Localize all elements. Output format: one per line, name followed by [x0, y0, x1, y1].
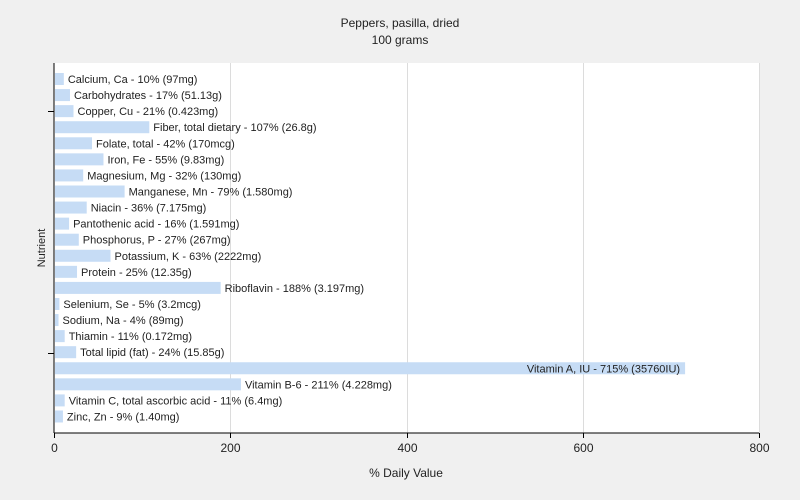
bar-label: Vitamin C, total ascorbic acid - 11% (6.… — [69, 395, 283, 407]
bar-label: Fiber, total dietary - 107% (26.8g) — [153, 122, 316, 134]
bar — [55, 362, 686, 375]
bar — [55, 137, 93, 150]
bar-label: Selenium, Se - 5% (3.2mcg) — [63, 299, 201, 311]
bar-label: Protein - 25% (12.35g) — [81, 267, 192, 279]
bar-label: Zinc, Zn - 9% (1.40mg) — [67, 411, 179, 423]
bar — [55, 153, 104, 166]
chart-title: Peppers, pasilla, dried — [341, 16, 460, 30]
bar — [55, 105, 74, 118]
bar-label: Pantothenic acid - 16% (1.591mg) — [73, 219, 239, 231]
bar-label: Folate, total - 42% (170mcg) — [96, 138, 235, 150]
bar-label: Phosphorus, P - 27% (267mg) — [83, 235, 231, 247]
bar — [55, 233, 79, 246]
y-axis-label: Nutrient — [36, 229, 48, 268]
x-axis-label: % Daily Value — [369, 466, 443, 480]
bar-label: Riboflavin - 188% (3.197mg) — [225, 283, 364, 295]
bar — [55, 121, 150, 134]
bar — [55, 346, 77, 359]
bar-label: Thiamin - 11% (0.172mg) — [69, 331, 192, 343]
x-tick-label: 200 — [220, 441, 240, 455]
bar-label: Total lipid (fat) - 24% (15.85g) — [80, 347, 224, 359]
bar-labels: Calcium, Ca - 10% (97mg) Carbohydrates - … — [63, 74, 681, 423]
y-axis-ticks — [48, 111, 54, 354]
bars — [55, 73, 686, 423]
bar — [55, 378, 241, 391]
bar — [55, 314, 59, 327]
chart-subtitle: 100 grams — [372, 33, 429, 47]
bar-label: Sodium, Na - 4% (89mg) — [63, 315, 184, 327]
bar — [55, 217, 70, 230]
bar — [55, 249, 111, 262]
bar-label: Copper, Cu - 21% (0.423mg) — [78, 106, 219, 118]
x-tick-label: 400 — [397, 441, 417, 455]
bar — [55, 73, 64, 85]
bar-label: Potassium, K - 63% (2222mg) — [115, 251, 262, 263]
bar-label: Manganese, Mn - 79% (1.580mg) — [129, 186, 293, 198]
bar — [55, 201, 87, 214]
bar — [55, 297, 60, 310]
bar-label: Calcium, Ca - 10% (97mg) — [68, 74, 198, 86]
bar — [55, 394, 65, 407]
x-tick-label: 800 — [749, 441, 769, 455]
bar-label: Iron, Fe - 55% (9.83mg) — [107, 154, 224, 166]
x-axis-ticks: 0 200 400 600 800 — [51, 433, 770, 455]
x-tick-label: 0 — [51, 441, 58, 455]
bar-label: Niacin - 36% (7.175mg) — [91, 203, 207, 215]
bar-label: Vitamin B-6 - 211% (4.228mg) — [245, 379, 392, 391]
plot-area — [54, 63, 759, 433]
bar — [55, 281, 221, 294]
bar-label: Carbohydrates - 17% (51.13g) — [74, 90, 222, 102]
x-tick-label: 600 — [573, 441, 593, 455]
bar — [55, 265, 78, 278]
bar — [55, 185, 125, 198]
bar — [55, 330, 65, 343]
bar — [55, 169, 84, 182]
bar — [55, 89, 70, 102]
bar-label: Vitamin A, IU - 715% (35760IU) — [527, 363, 680, 375]
bar-label: Magnesium, Mg - 32% (130mg) — [87, 170, 241, 182]
bar — [55, 410, 63, 423]
